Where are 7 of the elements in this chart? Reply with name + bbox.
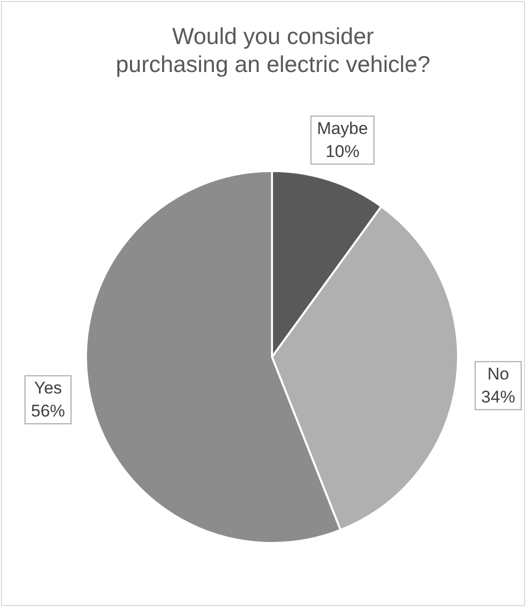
- slice-label: Maybe: [316, 118, 368, 138]
- data-label: 10%: [325, 142, 360, 161]
- slice-label: No: [487, 364, 510, 384]
- data-label: 56%: [31, 401, 66, 420]
- chart-title: Would you consider purchasing an electric vehicle?: [114, 22, 432, 78]
- data-label: 34%: [481, 387, 516, 406]
- slice-label: Yes: [34, 378, 62, 398]
